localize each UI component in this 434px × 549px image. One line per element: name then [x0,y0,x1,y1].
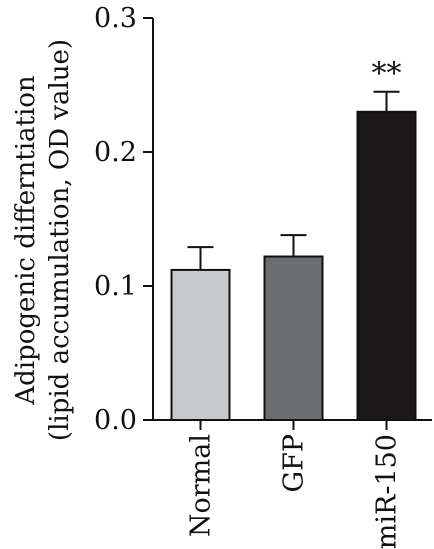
y-tick-label: 0.2 [94,137,137,168]
y-tick-label: 0.3 [94,3,137,34]
bar-normal [170,268,231,422]
bar-mir-150 [356,110,417,422]
x-tick-label: GFP [279,434,310,492]
x-tick-label: Normal [186,434,217,537]
y-axis-title-line-1: Adipogenic differntiation [11,75,41,406]
y-axis-title-line-2: (lipid accumulation, OD value) [45,39,75,441]
y-tick-label: 0.1 [94,271,137,302]
y-tick-label: 0.0 [94,405,137,436]
significance-label: ** [372,57,402,92]
plot-area: 0.0 0.1 0.2 0.3 Normal GFP miR-150 ** [94,3,432,549]
y-axis-title: Adipogenic differntiation (lipid accumul… [11,39,75,441]
bar-gfp [263,255,324,421]
x-tick-label: miR-150 [372,434,403,549]
